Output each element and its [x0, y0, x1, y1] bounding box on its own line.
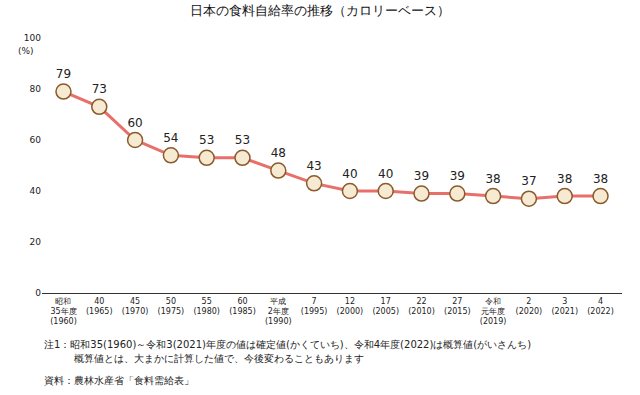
svg-text:概算値とは、大まかに計算した値で、今後変わることもあります: 概算値とは、大まかに計算した値で、今後変わることもあります [74, 353, 364, 364]
svg-text:20: 20 [30, 237, 42, 247]
svg-text:48: 48 [271, 146, 286, 160]
svg-text:45(1970): 45(1970) [122, 297, 149, 316]
svg-text:平成2年度(1990): 平成2年度(1990) [265, 297, 292, 327]
svg-text:7(1995): 7(1995) [301, 297, 328, 316]
svg-text:0: 0 [35, 288, 41, 298]
svg-text:38: 38 [557, 172, 572, 186]
svg-text:40: 40 [342, 167, 357, 181]
svg-text:37: 37 [521, 174, 536, 188]
svg-text:55(1980): 55(1980) [193, 297, 220, 316]
svg-text:60: 60 [127, 116, 142, 130]
svg-text:40(1965): 40(1965) [86, 297, 113, 316]
svg-text:60: 60 [30, 135, 42, 145]
svg-text:4(2022): 4(2022) [587, 297, 614, 316]
svg-text:100: 100 [24, 33, 41, 43]
svg-text:43: 43 [306, 159, 321, 173]
svg-text:2(2020): 2(2020) [516, 297, 543, 316]
svg-text:54: 54 [163, 131, 178, 145]
svg-text:79: 79 [56, 67, 71, 81]
svg-text:73: 73 [92, 82, 107, 96]
svg-text:17(2005): 17(2005) [372, 297, 399, 316]
svg-text:注1：昭和35(1960)～令和3(2021)年度の値は確定: 注1：昭和35(1960)～令和3(2021)年度の値は確定値(かくていち)、令… [44, 339, 531, 350]
svg-text:38: 38 [485, 172, 500, 186]
svg-text:53: 53 [235, 133, 250, 147]
svg-text:22(2010): 22(2010) [408, 297, 435, 316]
svg-text:60(1985): 60(1985) [229, 297, 256, 316]
svg-text:40: 40 [378, 167, 393, 181]
svg-text:50(1975): 50(1975) [158, 297, 185, 316]
svg-text:(%): (%) [18, 46, 34, 56]
svg-text:80: 80 [30, 84, 42, 94]
svg-text:3(2021): 3(2021) [551, 297, 578, 316]
svg-text:53: 53 [199, 133, 214, 147]
svg-text:昭和35年度(1960): 昭和35年度(1960) [50, 297, 77, 327]
svg-text:令和元年度(2019): 令和元年度(2019) [480, 297, 507, 327]
svg-text:39: 39 [450, 169, 465, 183]
svg-text:38: 38 [593, 172, 608, 186]
svg-text:12(2000): 12(2000) [337, 297, 364, 316]
svg-text:39: 39 [414, 169, 429, 183]
svg-text:日本の食料自給率の推移（カロリーベース）: 日本の食料自給率の推移（カロリーベース） [190, 3, 450, 18]
svg-text:40: 40 [30, 186, 42, 196]
svg-text:資料：農林水産省「食料需給表」: 資料：農林水産省「食料需給表」 [44, 375, 194, 386]
svg-text:27(2015): 27(2015) [444, 297, 471, 316]
